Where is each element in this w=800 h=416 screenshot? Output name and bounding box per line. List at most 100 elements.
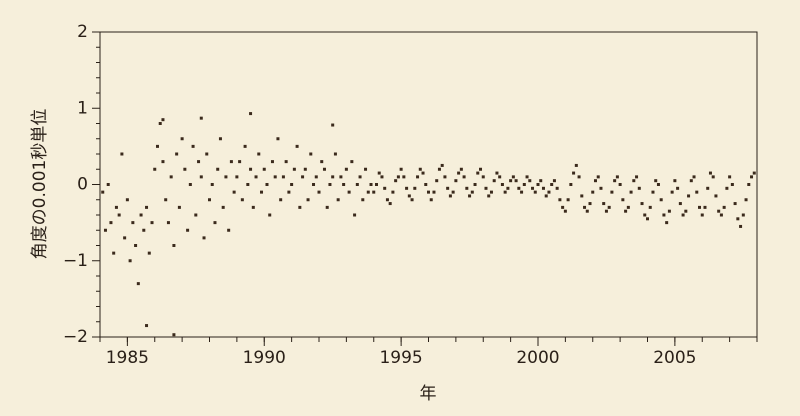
point	[320, 160, 324, 164]
point	[500, 183, 504, 186]
point	[270, 160, 274, 164]
point	[593, 179, 597, 183]
point	[719, 213, 723, 217]
point	[394, 179, 398, 183]
point	[399, 167, 403, 171]
point	[243, 144, 247, 148]
point	[268, 213, 272, 217]
point	[197, 160, 201, 164]
point	[522, 183, 526, 186]
point	[670, 190, 674, 194]
point	[295, 144, 299, 148]
point	[216, 167, 220, 171]
point	[544, 194, 548, 198]
point	[262, 167, 266, 171]
point	[221, 205, 225, 209]
point	[621, 198, 625, 202]
point	[235, 175, 239, 179]
point	[470, 190, 474, 194]
point	[481, 175, 485, 179]
point	[312, 183, 316, 186]
point	[380, 175, 384, 179]
point	[109, 221, 113, 225]
point	[678, 202, 682, 206]
point	[435, 179, 439, 183]
point	[541, 186, 545, 190]
point	[717, 209, 721, 213]
x-tick-label: 1995	[379, 348, 422, 368]
point	[416, 175, 420, 179]
point	[520, 190, 524, 194]
point	[388, 202, 392, 206]
point	[188, 183, 192, 186]
point	[153, 167, 157, 171]
point	[331, 175, 335, 179]
point	[369, 183, 373, 186]
point	[656, 183, 660, 186]
point	[183, 167, 187, 171]
point	[725, 186, 729, 190]
point	[407, 194, 411, 198]
point	[175, 152, 179, 156]
point	[432, 190, 436, 194]
point	[476, 171, 480, 175]
point	[454, 179, 458, 183]
point	[177, 205, 181, 209]
point	[585, 209, 589, 213]
point	[708, 171, 712, 175]
point	[525, 175, 529, 179]
point	[112, 251, 116, 255]
point	[427, 190, 430, 194]
point	[531, 186, 535, 190]
point	[131, 221, 135, 225]
point	[440, 163, 444, 167]
point	[733, 202, 737, 206]
point	[495, 171, 499, 175]
point	[224, 175, 228, 179]
point	[333, 152, 337, 156]
point	[194, 213, 198, 217]
point	[703, 205, 707, 209]
point	[328, 183, 332, 186]
point	[364, 167, 368, 171]
point	[437, 167, 441, 171]
point	[714, 194, 718, 198]
point	[629, 190, 633, 194]
point	[706, 186, 710, 190]
point	[240, 198, 244, 202]
point	[342, 183, 346, 186]
point	[147, 251, 151, 255]
point	[155, 144, 159, 148]
point	[287, 190, 291, 194]
point	[374, 183, 378, 186]
point	[607, 205, 611, 209]
point	[659, 198, 663, 202]
point	[391, 190, 395, 194]
point	[577, 175, 581, 179]
point	[667, 209, 671, 213]
point	[662, 213, 666, 217]
point	[205, 152, 209, 156]
point	[350, 160, 354, 164]
point	[599, 186, 603, 190]
point	[251, 205, 255, 209]
point	[358, 175, 362, 179]
point	[750, 175, 754, 179]
point	[484, 186, 488, 190]
y-tick-label: 1	[77, 98, 88, 118]
point	[142, 228, 146, 232]
point	[418, 167, 422, 171]
point	[208, 198, 211, 202]
point	[101, 190, 105, 194]
point	[588, 202, 592, 206]
point	[229, 160, 233, 164]
point	[624, 209, 628, 213]
point	[498, 175, 502, 179]
point	[626, 205, 630, 209]
point	[405, 186, 409, 190]
point	[695, 190, 699, 194]
point	[752, 171, 756, 175]
point	[665, 221, 669, 225]
point	[199, 116, 203, 120]
